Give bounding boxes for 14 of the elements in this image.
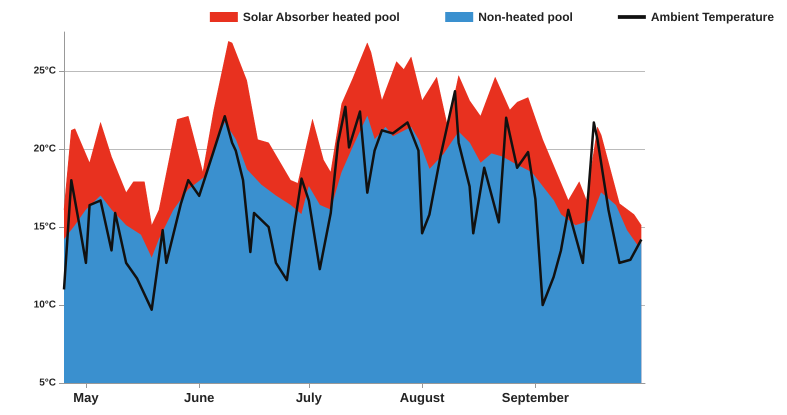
legend-label: Non-heated pool	[478, 10, 573, 24]
legend-label: Ambient Temperature	[650, 10, 774, 24]
legend-label: Solar Absorber heated pool	[242, 10, 400, 24]
y-tick-label: 10°C	[34, 300, 56, 310]
y-tick-label: 15°C	[34, 222, 56, 232]
y-tick-label: 25°C	[34, 66, 56, 76]
x-tick-label: May	[73, 390, 100, 405]
x-tick-label: September	[502, 390, 569, 405]
y-tick-label: 20°C	[34, 144, 56, 154]
x-tick-label: July	[296, 390, 323, 405]
x-tick-label: June	[184, 390, 214, 405]
x-tick-label: August	[400, 390, 446, 405]
y-tick-label: 5°C	[39, 378, 56, 388]
line-series	[62, 90, 643, 311]
